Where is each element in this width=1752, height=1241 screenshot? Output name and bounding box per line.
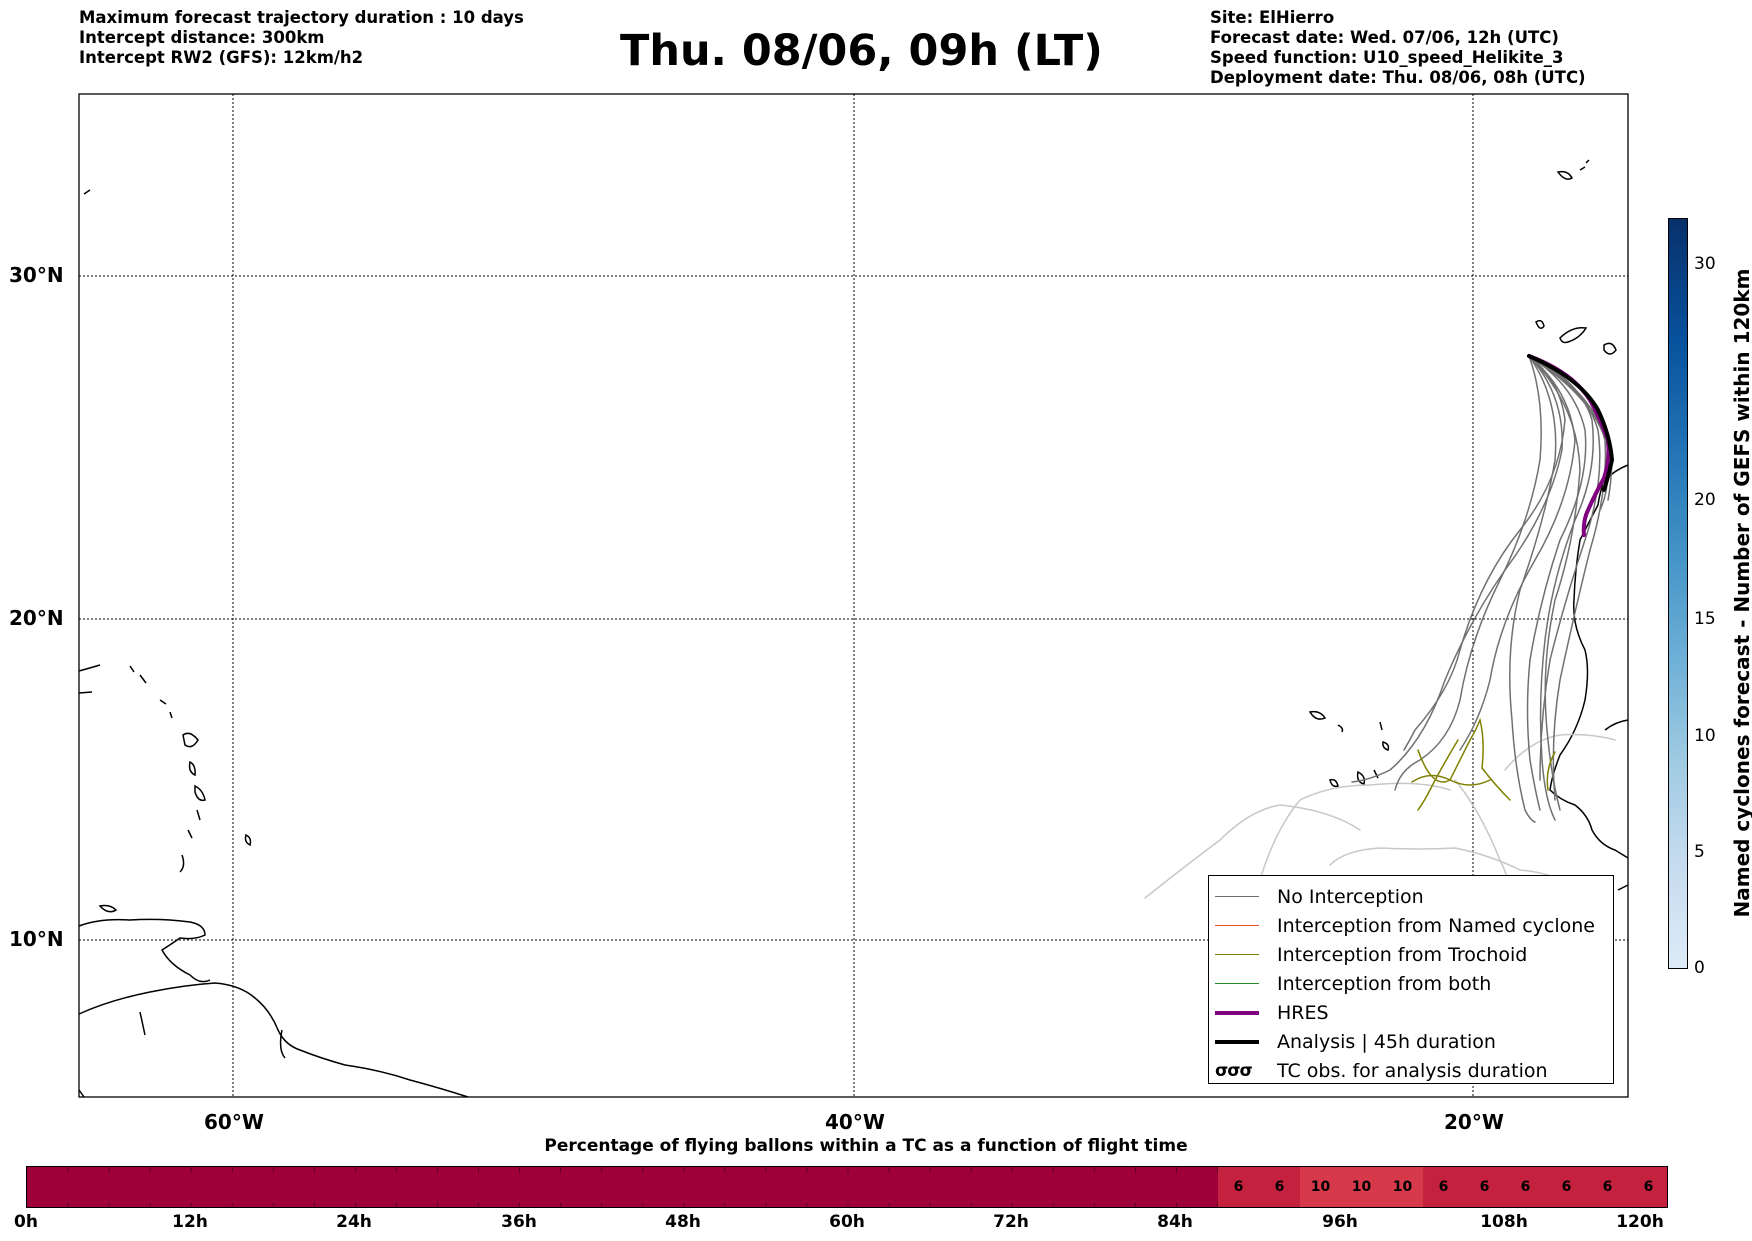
colorbar-label: Named cyclones forecast - Number of GEFS… (1730, 268, 1752, 918)
lon-label-20w: 20°W (1444, 1110, 1504, 1134)
coastline-americas (78, 189, 469, 1098)
timeline-tick: 48h (665, 1212, 701, 1232)
legend-item-no-interception: No Interception (1215, 882, 1613, 911)
legend-item-tc-obs: σσσ TC obs. for analysis duration (1215, 1059, 1548, 1082)
trajectory-lines (1144, 354, 1616, 901)
deployment-date-text: Deployment date: Thu. 08/06, 08h (UTC) (1210, 68, 1586, 87)
timeline-cell: 6 (1423, 1167, 1464, 1207)
colorbar (1668, 218, 1688, 969)
forecast-date-text: Forecast date: Wed. 07/06, 12h (UTC) (1210, 28, 1559, 47)
gridlines (79, 94, 1628, 1097)
legend-item-trochoid: Interception from Trochoid (1215, 940, 1613, 969)
legend-item-both: Interception from both (1215, 969, 1613, 998)
timeline-cell: 6 (1628, 1167, 1667, 1207)
legend-swatch (1215, 925, 1259, 926)
timeline-cell: 6 (1218, 1167, 1259, 1207)
timeline-tick: 12h (172, 1212, 208, 1232)
intercept-rw2-text: Intercept RW2 (GFS): 12km/h2 (79, 48, 364, 67)
tc-obs-symbol-icon: σσσ (1215, 1060, 1253, 1081)
timeline-tick: 36h (501, 1212, 537, 1232)
lon-label-40w: 40°W (825, 1110, 885, 1134)
intercept-distance-text: Intercept distance: 300km (79, 28, 325, 47)
timeline-cell: 10 (1341, 1167, 1382, 1207)
legend-swatch (1215, 1039, 1259, 1044)
timeline-title: Percentage of flying ballons within a TC… (544, 1136, 1188, 1156)
flight-time-timeline: 6 6 10 10 10 6 6 6 6 6 6 (26, 1166, 1668, 1208)
header-info-right: Site: ElHierro Forecast date: Wed. 07/06… (1210, 8, 1586, 88)
colorbar-tick-10: 10 (1694, 726, 1716, 746)
colorbar-tick-5: 5 (1694, 842, 1705, 862)
timeline-cell: 10 (1300, 1167, 1341, 1207)
timeline-cell: 6 (1546, 1167, 1587, 1207)
lat-label-30n: 30°N (9, 263, 64, 287)
legend-item-analysis: Analysis | 45h duration (1215, 1027, 1613, 1056)
coastline-africa (1308, 159, 1629, 891)
timeline-tick: 120h (1616, 1212, 1664, 1232)
timeline-cell: 6 (1587, 1167, 1628, 1207)
colorbar-tick-30: 30 (1694, 254, 1716, 274)
lon-label-60w: 60°W (204, 1110, 264, 1134)
legend-item-hres: HRES (1215, 998, 1613, 1027)
colorbar-tick-20: 20 (1694, 490, 1716, 510)
colorbar-tick-0: 0 (1694, 958, 1705, 978)
max-duration-text: Maximum forecast trajectory duration : 1… (79, 8, 524, 27)
main-title: Thu. 08/06, 09h (LT) (620, 26, 1103, 76)
legend-swatch (1215, 896, 1259, 897)
header-info-left: Maximum forecast trajectory duration : 1… (79, 8, 524, 68)
site-text: Site: ElHierro (1210, 8, 1335, 27)
legend-item-named-cyclone: Interception from Named cyclone (1215, 911, 1613, 940)
timeline-tick: 108h (1480, 1212, 1528, 1232)
legend-swatch (1215, 983, 1259, 984)
timeline-tick: 24h (336, 1212, 372, 1232)
timeline-cell: 6 (1464, 1167, 1505, 1207)
colorbar-tick-15: 15 (1694, 609, 1716, 629)
timeline-cell: 6 (1259, 1167, 1300, 1207)
legend-swatch (1215, 1010, 1259, 1015)
timeline-tick: 60h (829, 1212, 865, 1232)
legend-swatch (1215, 954, 1259, 955)
lat-label-20n: 20°N (9, 606, 64, 630)
timeline-tick: 84h (1157, 1212, 1193, 1232)
lat-label-10n: 10°N (9, 927, 64, 951)
speed-function-text: Speed function: U10_speed_Helikite_3 (1210, 48, 1564, 67)
timeline-cell: 6 (1505, 1167, 1546, 1207)
timeline-cell: 10 (1382, 1167, 1423, 1207)
timeline-tick: 96h (1322, 1212, 1358, 1232)
timeline-tick: 72h (993, 1212, 1029, 1232)
map-legend: No Interception Interception from Named … (1208, 875, 1614, 1084)
timeline-tick: 0h (14, 1212, 38, 1232)
